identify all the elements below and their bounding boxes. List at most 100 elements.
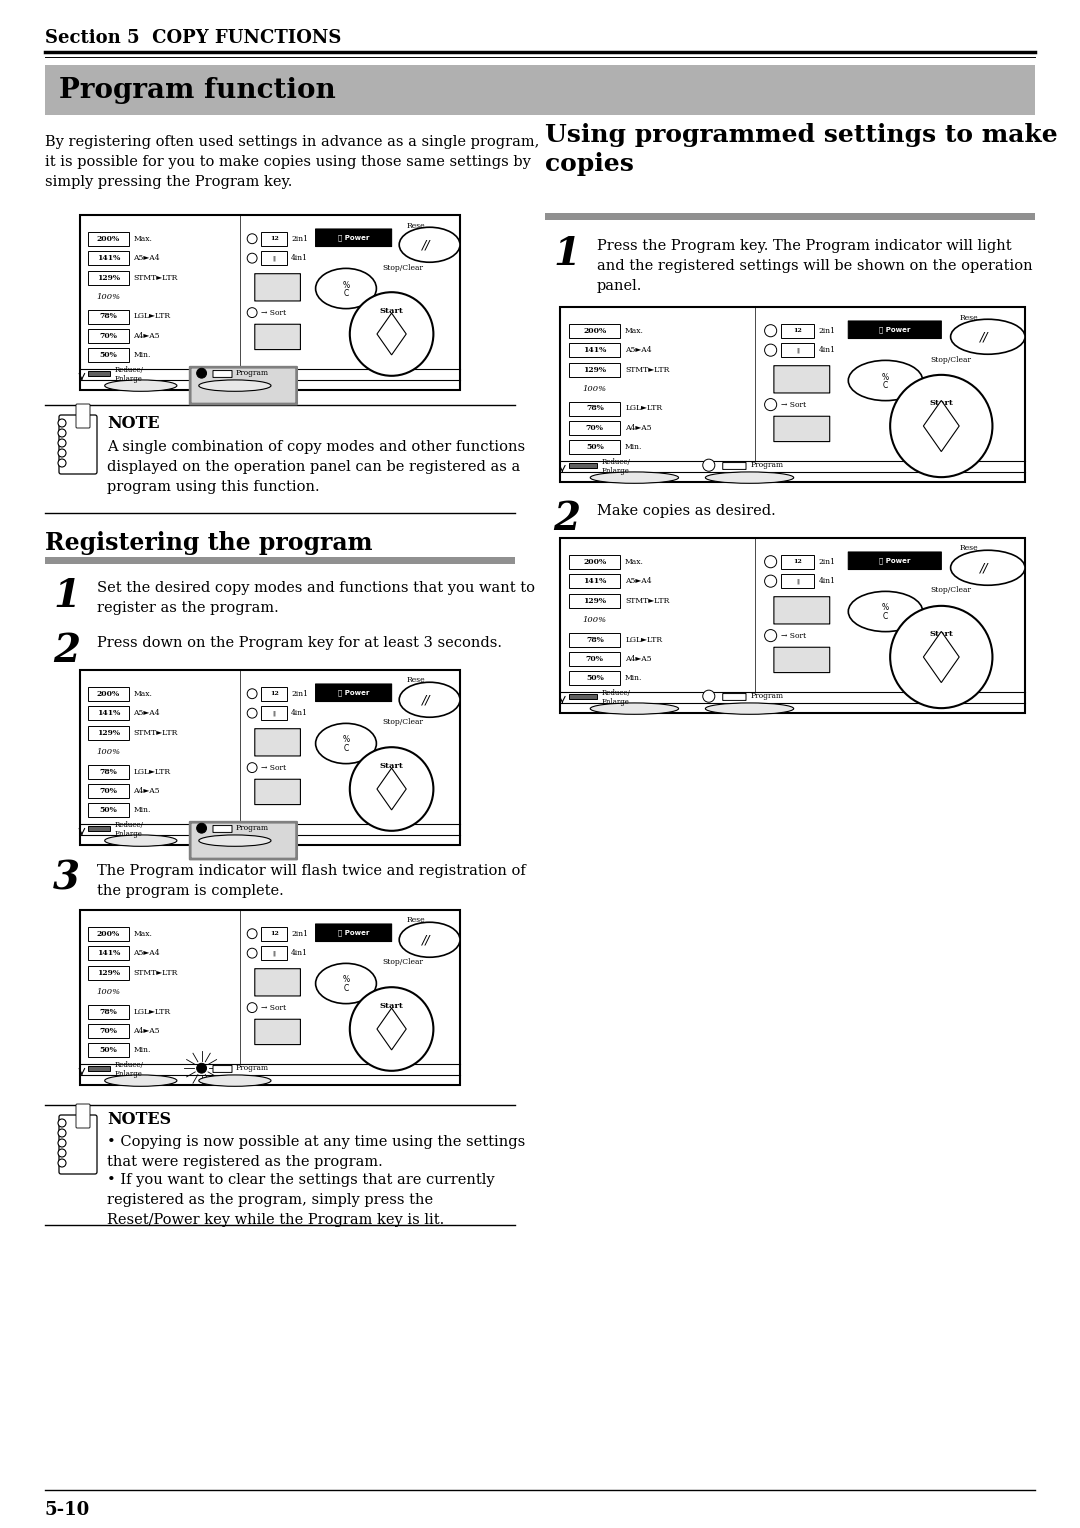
Text: Start: Start	[380, 1002, 404, 1010]
Ellipse shape	[315, 723, 377, 764]
FancyBboxPatch shape	[87, 706, 130, 720]
Ellipse shape	[848, 361, 922, 400]
Ellipse shape	[105, 834, 177, 847]
FancyBboxPatch shape	[87, 726, 130, 740]
Circle shape	[247, 689, 257, 698]
Polygon shape	[923, 400, 959, 452]
FancyBboxPatch shape	[723, 694, 746, 700]
Circle shape	[197, 368, 206, 377]
FancyBboxPatch shape	[569, 402, 620, 416]
FancyBboxPatch shape	[87, 310, 130, 324]
Text: Min.: Min.	[133, 1047, 150, 1054]
FancyBboxPatch shape	[774, 365, 829, 393]
Text: Section 5  COPY FUNCTIONS: Section 5 COPY FUNCTIONS	[45, 29, 341, 47]
Text: ‖: ‖	[272, 711, 275, 717]
Text: 2in1: 2in1	[819, 327, 836, 335]
Text: STMT►LTR: STMT►LTR	[133, 729, 177, 736]
Circle shape	[58, 439, 66, 448]
FancyBboxPatch shape	[261, 706, 287, 720]
Text: 1: 1	[53, 578, 80, 614]
Text: 78%: 78%	[99, 767, 118, 776]
FancyBboxPatch shape	[569, 362, 620, 376]
FancyBboxPatch shape	[569, 555, 620, 568]
Circle shape	[247, 707, 257, 718]
Text: Using programmed settings to make
copies: Using programmed settings to make copies	[545, 122, 1057, 176]
Circle shape	[247, 234, 257, 243]
Ellipse shape	[315, 269, 377, 309]
Ellipse shape	[591, 703, 678, 714]
Text: 4in1: 4in1	[292, 254, 308, 263]
FancyBboxPatch shape	[569, 652, 620, 666]
Text: Program: Program	[235, 824, 269, 833]
FancyBboxPatch shape	[774, 597, 829, 623]
Text: 78%: 78%	[586, 405, 604, 413]
Circle shape	[703, 458, 715, 471]
FancyBboxPatch shape	[87, 784, 130, 798]
Text: 3: 3	[53, 860, 80, 898]
Text: Max.: Max.	[625, 558, 644, 565]
FancyBboxPatch shape	[569, 463, 597, 469]
FancyBboxPatch shape	[59, 416, 97, 474]
Text: 100%: 100%	[583, 385, 607, 393]
Circle shape	[350, 747, 433, 831]
Circle shape	[58, 419, 66, 426]
Text: 12: 12	[270, 931, 279, 937]
Text: Program: Program	[751, 692, 784, 700]
Text: 129%: 129%	[583, 365, 607, 374]
Text: 200%: 200%	[97, 689, 120, 698]
FancyBboxPatch shape	[87, 946, 130, 960]
Circle shape	[765, 324, 777, 336]
Text: ⏻ Power: ⏻ Power	[338, 929, 369, 937]
Text: 4in1: 4in1	[819, 578, 836, 585]
FancyBboxPatch shape	[569, 575, 620, 588]
Circle shape	[765, 399, 777, 411]
Text: 100%: 100%	[96, 989, 121, 996]
Text: 50%: 50%	[99, 351, 118, 359]
FancyBboxPatch shape	[87, 804, 130, 817]
Text: Reduce/
Enlarge: Reduce/ Enlarge	[114, 1060, 143, 1077]
FancyBboxPatch shape	[87, 329, 130, 342]
Circle shape	[247, 254, 257, 263]
Circle shape	[58, 1160, 66, 1167]
Text: 2in1: 2in1	[292, 235, 308, 243]
FancyBboxPatch shape	[80, 669, 460, 845]
Text: Make copies as desired.: Make copies as desired.	[597, 504, 775, 518]
Text: ⏻ Power: ⏻ Power	[338, 689, 369, 697]
Text: ⏻ Power: ⏻ Power	[879, 327, 910, 333]
FancyBboxPatch shape	[545, 212, 1035, 220]
Text: Stop/Clear: Stop/Clear	[930, 587, 971, 594]
Text: %: %	[342, 975, 350, 984]
Text: A4►A5: A4►A5	[133, 787, 160, 795]
FancyBboxPatch shape	[561, 307, 1025, 481]
Text: C: C	[343, 744, 349, 753]
FancyBboxPatch shape	[59, 1115, 97, 1174]
Text: 2in1: 2in1	[292, 689, 308, 698]
Text: 200%: 200%	[97, 235, 120, 243]
Text: 50%: 50%	[99, 807, 118, 814]
Text: A4►A5: A4►A5	[133, 332, 160, 339]
FancyBboxPatch shape	[261, 232, 287, 246]
Text: The Program indicator will flash twice and registration of
the program is comple: The Program indicator will flash twice a…	[97, 863, 526, 898]
Text: 141%: 141%	[583, 347, 607, 354]
Text: //: //	[422, 238, 431, 251]
Circle shape	[58, 1118, 66, 1128]
Text: LGL►LTR: LGL►LTR	[625, 405, 662, 413]
FancyBboxPatch shape	[87, 270, 130, 284]
FancyBboxPatch shape	[87, 1024, 130, 1038]
FancyBboxPatch shape	[190, 367, 297, 403]
FancyBboxPatch shape	[569, 324, 620, 338]
Text: Stop/Clear: Stop/Clear	[382, 718, 423, 726]
FancyBboxPatch shape	[261, 686, 287, 701]
Text: 12: 12	[270, 691, 279, 697]
Text: ‖: ‖	[796, 579, 799, 584]
Text: A single combination of copy modes and other functions
displayed on the operatio: A single combination of copy modes and o…	[107, 440, 525, 494]
FancyBboxPatch shape	[190, 822, 297, 859]
Text: Stop/Clear: Stop/Clear	[382, 958, 423, 967]
Text: %: %	[882, 373, 889, 382]
FancyBboxPatch shape	[569, 671, 620, 686]
Circle shape	[765, 556, 777, 568]
Text: A5►A4: A5►A4	[133, 254, 160, 263]
FancyBboxPatch shape	[261, 926, 287, 941]
FancyBboxPatch shape	[569, 420, 620, 435]
Text: %: %	[882, 604, 889, 613]
